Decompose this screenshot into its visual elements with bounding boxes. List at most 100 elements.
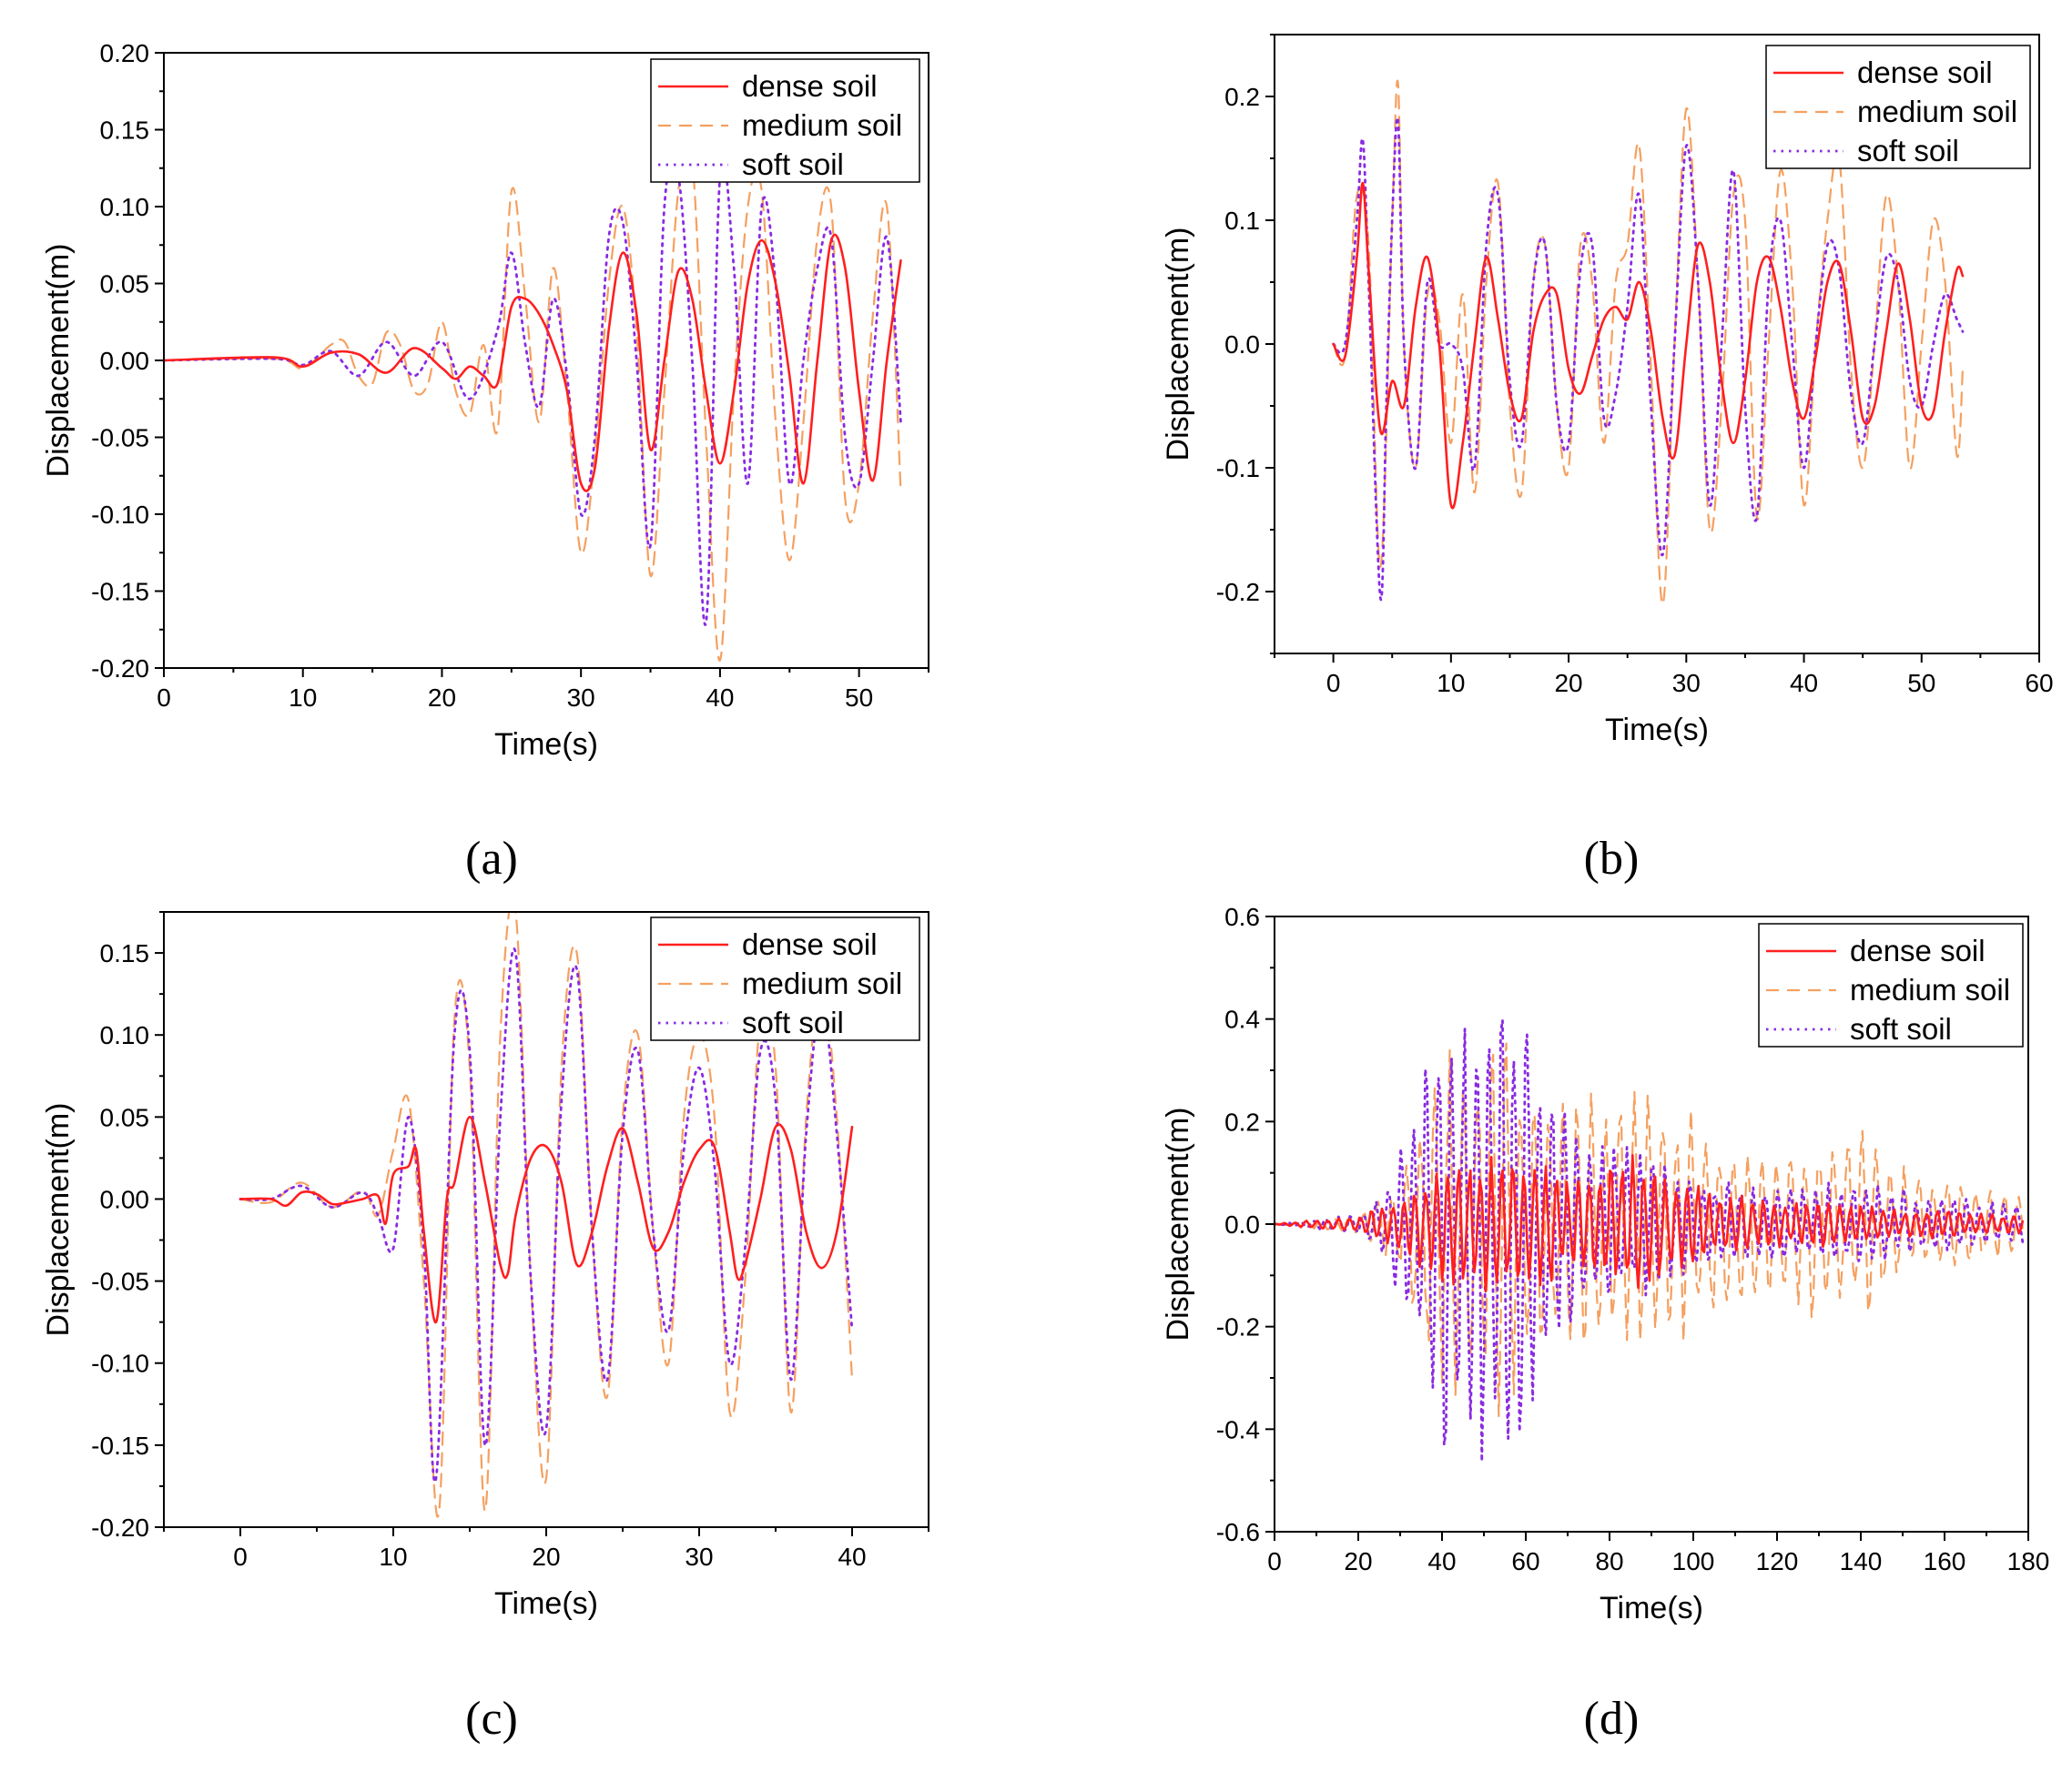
y-axis-title: Displacement(m) <box>1161 1108 1195 1342</box>
y-axis-title: Displacement(m) <box>41 1103 76 1337</box>
series-line-medium-soil <box>164 140 902 662</box>
y-tick-label: -0.10 <box>91 1350 149 1378</box>
y-tick-label: -0.4 <box>1216 1415 1260 1443</box>
legend-label: soft soil <box>742 147 844 181</box>
x-tick-label: 60 <box>2025 669 2053 697</box>
panel-label: (c) <box>465 1693 518 1745</box>
series-line-medium-soil <box>1332 79 1965 605</box>
legend-label: medium soil <box>742 967 902 1000</box>
x-tick-label: 50 <box>845 683 873 712</box>
y-tick-label: 0.20 <box>100 39 150 67</box>
y-tick-label: 0.10 <box>100 1021 150 1049</box>
y-tick-label: 0.10 <box>100 193 150 221</box>
legend-label: medium soil <box>1850 973 2010 1007</box>
series-line-dense-soil <box>164 233 902 492</box>
series-group <box>1332 79 1965 605</box>
y-tick-label: 0.15 <box>100 116 150 145</box>
series-line-soft-soil <box>1332 116 1965 602</box>
x-tick-label: 30 <box>567 683 595 712</box>
series-line-soft-soil <box>1275 1018 2025 1463</box>
legend: dense soil medium soil soft soil <box>1758 923 2024 1048</box>
x-tick-label: 160 <box>1924 1547 1966 1575</box>
series-line-dense-soil <box>1275 1154 2025 1293</box>
y-tick-label: 0.00 <box>100 347 150 375</box>
x-tick-label: 180 <box>2007 1547 2050 1575</box>
legend-box <box>1765 45 2031 169</box>
x-axis-title: Time(s) <box>1605 713 1709 747</box>
x-axis-title: Time(s) <box>1600 1591 1703 1625</box>
x-tick-label: 60 <box>1511 1547 1539 1575</box>
legend-label: medium soil <box>1857 95 2017 128</box>
legend: dense soil medium soil soft soil <box>650 916 920 1041</box>
legend-label: soft soil <box>1857 134 1959 167</box>
series-line-medium-soil <box>1275 1042 2024 1418</box>
series-line-dense-soil <box>239 1116 854 1323</box>
x-tick-label: 140 <box>1840 1547 1883 1575</box>
x-tick-label: 40 <box>1790 669 1818 697</box>
y-tick-label: -0.05 <box>91 1268 149 1296</box>
x-tick-label: 10 <box>289 683 317 712</box>
x-tick-label: 20 <box>532 1543 560 1571</box>
legend-label: soft soil <box>742 1006 844 1039</box>
series-group <box>164 140 902 662</box>
y-tick-label: 0.00 <box>100 1185 150 1213</box>
x-tick-label: 0 <box>157 683 171 712</box>
y-tick-label: 0.15 <box>100 939 150 967</box>
y-tick-label: 0.6 <box>1224 903 1260 931</box>
x-tick-label: 30 <box>1672 669 1701 697</box>
y-axis-title: Displacement(m) <box>41 244 76 478</box>
y-tick-label: -0.20 <box>91 1514 149 1542</box>
x-tick-label: 0 <box>1267 1547 1282 1575</box>
x-tick-label: 100 <box>1672 1547 1715 1575</box>
y-tick-label: -0.2 <box>1216 1313 1260 1342</box>
x-tick-label: 20 <box>1554 669 1582 697</box>
panel-label: (b) <box>1584 833 1640 885</box>
y-tick-label: 0.0 <box>1224 1210 1260 1239</box>
x-tick-label: 40 <box>706 683 734 712</box>
y-tick-label: 0.0 <box>1224 330 1260 359</box>
y-tick-label: 0.1 <box>1224 207 1260 235</box>
series-line-soft-soil <box>239 947 854 1483</box>
x-tick-label: 40 <box>838 1543 866 1571</box>
y-tick-label: -0.1 <box>1216 454 1260 482</box>
y-tick-label: -0.15 <box>91 578 149 606</box>
x-tick-label: 30 <box>685 1543 713 1571</box>
x-tick-label: 40 <box>1427 1547 1456 1575</box>
x-tick-label: 10 <box>1437 669 1465 697</box>
legend: dense soil medium soil soft soil <box>650 58 920 183</box>
y-tick-label: -0.05 <box>91 424 149 452</box>
y-tick-label: -0.10 <box>91 501 149 529</box>
x-tick-label: 0 <box>1326 669 1341 697</box>
y-tick-label: 0.05 <box>100 1103 150 1131</box>
chart-b: 0 10 20 30 40 50 60 -0.2 -0.1 0.0 0.1 0.2 Time(s) Dis… <box>1161 34 2054 885</box>
y-axis-title: Displacement(m) <box>1161 228 1195 461</box>
legend-label: medium soil <box>742 108 902 142</box>
series-line-soft-soil <box>164 157 902 626</box>
legend-label: dense soil <box>742 69 878 103</box>
legend-box <box>650 916 920 1041</box>
legend-box <box>650 58 920 183</box>
x-tick-label: 80 <box>1595 1547 1623 1575</box>
y-tick-label: 0.05 <box>100 270 150 299</box>
x-axis-title: Time(s) <box>494 1586 598 1621</box>
x-tick-label: 120 <box>1756 1547 1799 1575</box>
series-group <box>1275 1018 2025 1463</box>
x-axis-title: Time(s) <box>494 727 598 762</box>
y-tick-label: -0.20 <box>91 654 149 683</box>
x-tick-label: 20 <box>1344 1547 1372 1575</box>
chart-a: 0 10 20 30 40 50 -0.20 -0.15 -0.10 -0.05 0.00 0.05 0… <box>41 39 929 885</box>
x-tick-label: 0 <box>233 1543 248 1571</box>
panel-label: (a) <box>465 833 518 885</box>
y-tick-label: -0.6 <box>1216 1518 1260 1546</box>
y-tick-label: -0.2 <box>1216 578 1260 606</box>
legend: dense soil medium soil soft soil <box>1765 45 2031 169</box>
legend-label: dense soil <box>1857 56 1993 89</box>
y-tick-label: 0.2 <box>1224 83 1260 111</box>
chart-d: 0 20 40 60 80 100 120 140 160 180 -0.6 -0.4 -0.2 0.0 0… <box>1161 903 2049 1745</box>
legend-label: dense soil <box>742 927 878 961</box>
y-tick-label: 0.4 <box>1224 1006 1260 1034</box>
x-tick-label: 10 <box>379 1543 407 1571</box>
legend-label: soft soil <box>1850 1012 1952 1046</box>
panel-label: (d) <box>1584 1693 1640 1745</box>
